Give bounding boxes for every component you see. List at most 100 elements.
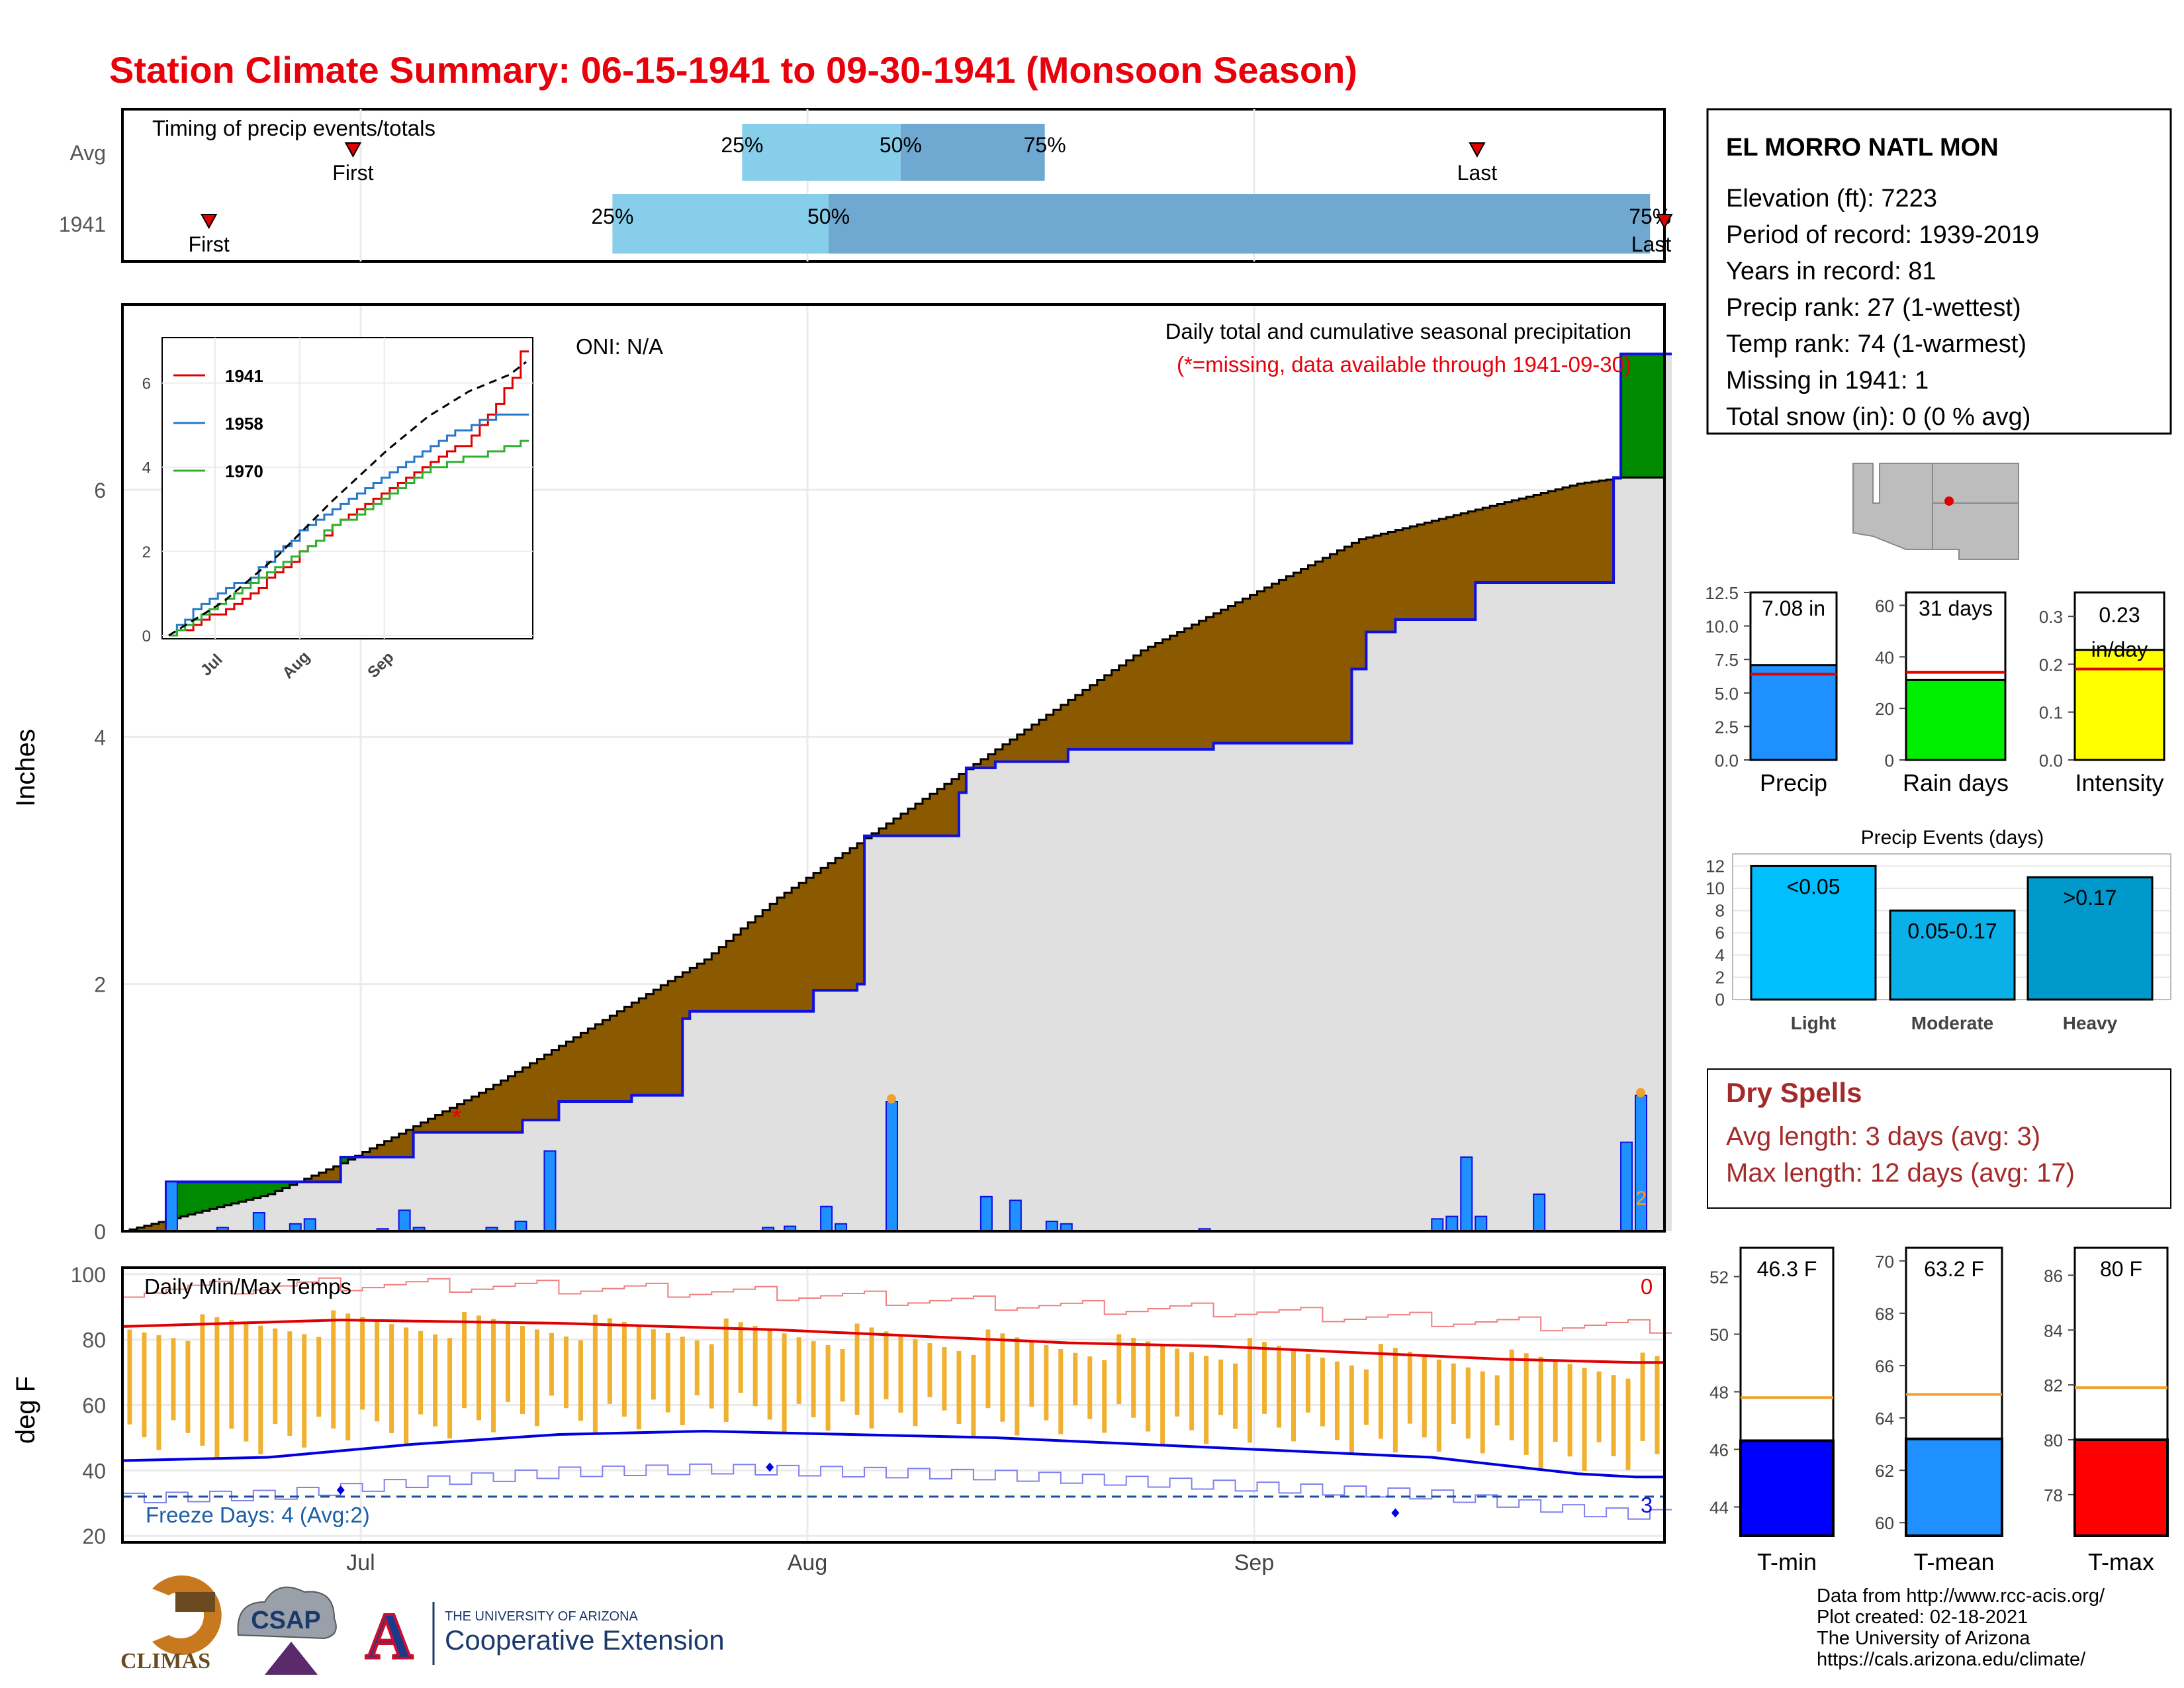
daily-temp-range-bar (258, 1325, 263, 1454)
daily-temp-range-bar (549, 1333, 554, 1396)
daily-temp-range-bar (1363, 1369, 1369, 1425)
below-average-fill (1206, 617, 1214, 749)
temp-chart: deg F 20 40 60 80 100 Jul Aug Sep Daily Min/Max… (11, 1263, 1672, 1575)
below-average-fill (566, 1041, 574, 1102)
daily-temp-range-bar (302, 1334, 307, 1448)
timing-bar-50-75 (900, 124, 1045, 181)
daily-temp-range-bar (563, 1336, 569, 1409)
summary-ytick: 0.2 (2039, 655, 2063, 675)
below-average-fill (1038, 720, 1047, 762)
freeze-day-marker (766, 1462, 774, 1472)
below-average-fill (1322, 557, 1330, 743)
daily-temp-range-bar (956, 1350, 962, 1424)
below-average-fill (1104, 675, 1113, 749)
below-average-fill (653, 990, 661, 1096)
oni-label: ONI: N/A (576, 334, 663, 359)
below-average-fill (697, 963, 705, 1011)
daily-temp-range-bar (1567, 1364, 1572, 1457)
temp-panel-ytick: 60 (1875, 1513, 1894, 1533)
temp-value-bar (1739, 1439, 1835, 1537)
below-average-fill (1148, 647, 1156, 749)
events-bar (2026, 876, 2154, 1001)
events-ytick: 2 (1715, 967, 1725, 987)
daily-precip-bar (165, 1181, 178, 1233)
heavy-event-marker (887, 1094, 897, 1103)
average-max-temp-line (122, 1319, 1664, 1364)
temp-panel-ytick: 44 (1709, 1498, 1729, 1518)
below-average-fill (631, 1002, 639, 1096)
daily-temp-range-bar (796, 1337, 801, 1404)
temp-value-bar (1905, 1437, 2003, 1538)
below-average-fill (835, 858, 843, 990)
above-average-fill (253, 1182, 261, 1198)
below-average-fill (486, 1089, 494, 1133)
below-average-fill (682, 972, 690, 1019)
summary-ytick: 10.0 (1705, 617, 1739, 637)
below-average-fill (624, 1007, 632, 1102)
precip-chart: Inches 0 2 4 6 ONI: N/A Daily total and cum… (11, 303, 1672, 1244)
daily-temp-range-bar (1146, 1341, 1151, 1432)
temp-panel-ytick: 86 (2044, 1266, 2063, 1286)
temp-panel-ytick: 78 (2044, 1485, 2063, 1505)
temp-value-label: 46.3 F (1757, 1257, 1817, 1281)
below-average-fill (1439, 518, 1447, 620)
below-average-fill (435, 1115, 443, 1133)
daily-precip-bar (1460, 1156, 1473, 1232)
below-average-fill (144, 1225, 152, 1231)
below-average-fill (958, 774, 967, 793)
below-average-fill (457, 1103, 465, 1133)
daily-temp-range-bar (1625, 1378, 1631, 1470)
daily-temp-range-bar (1422, 1355, 1427, 1438)
below-average-fill (1388, 532, 1396, 632)
temp-panel-ytick: 52 (1709, 1268, 1729, 1288)
below-average-fill (1490, 506, 1498, 583)
daily-temp-range-bar (1189, 1352, 1195, 1430)
below-average-fill (384, 1141, 392, 1157)
dry-spells-box: Dry Spells Avg length: 3 days (avg: 3) M… (1707, 1068, 2171, 1209)
below-average-fill (1199, 620, 1207, 749)
temp-panel-ytick: 66 (1875, 1356, 1894, 1376)
below-average-fill (391, 1137, 400, 1157)
below-average-fill (1031, 724, 1040, 762)
below-average-fill (1053, 710, 1062, 762)
daily-temp-range-bar (1087, 1356, 1093, 1419)
above-average-fill (231, 1182, 240, 1203)
below-average-fill (449, 1107, 458, 1133)
inset-average-line (168, 361, 527, 637)
cumulative-precip-area (122, 353, 1672, 1231)
daily-temp-range-bar (782, 1333, 787, 1433)
temp-panel-ytick: 84 (2044, 1321, 2063, 1340)
inset-ytick: 4 (142, 459, 151, 477)
freeze-days-count: 3 (1641, 1493, 1653, 1517)
summary-ytick: 0.3 (2039, 607, 2063, 627)
timing-p50-label: 50% (880, 133, 922, 157)
below-average-fill (1250, 594, 1258, 743)
below-average-fill (1279, 580, 1287, 743)
station-info-line: Temp rank: 74 (1-warmest) (1726, 330, 2026, 358)
daily-temp-range-bar (185, 1340, 191, 1433)
below-average-fill (944, 784, 952, 836)
daily-temp-range-bar (621, 1322, 627, 1417)
csap-logo-text: CSAP (251, 1607, 321, 1634)
inset-ytick: 2 (142, 543, 151, 561)
daily-temp-range-bar (1349, 1365, 1354, 1454)
station-info-line: Years in record: 81 (1726, 258, 1936, 285)
daily-temp-range-bar (723, 1318, 729, 1422)
below-average-fill (929, 794, 938, 836)
above-average-fill (1643, 353, 1651, 478)
daily-temp-range-bar (214, 1317, 220, 1459)
heavy-event-marker (1636, 1088, 1646, 1098)
temp-category-label: T-mean (1913, 1548, 1994, 1575)
daily-temp-range-bar (491, 1319, 496, 1432)
daily-temp-range-bar (1291, 1350, 1296, 1442)
climas-logo-text: CLIMAS (120, 1649, 210, 1673)
below-average-fill (1359, 539, 1367, 669)
daily-temp-range-bar (840, 1349, 845, 1402)
below-average-fill (1082, 690, 1091, 749)
daily-precip-bar (1635, 1094, 1648, 1232)
daily-temp-range-bar (1160, 1344, 1165, 1446)
temp-value-label: 63.2 F (1924, 1257, 1984, 1281)
inset-legend-label: 1958 (225, 414, 263, 434)
below-average-fill (1344, 546, 1352, 743)
daily-temp-range-bar (447, 1338, 453, 1439)
